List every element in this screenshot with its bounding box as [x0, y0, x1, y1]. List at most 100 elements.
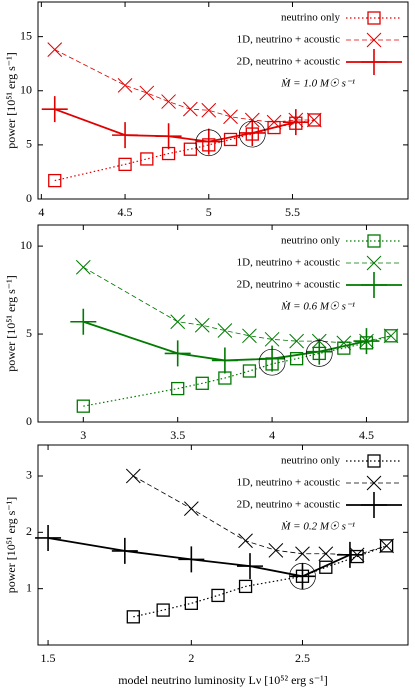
series-line	[54, 108, 297, 143]
highlight-circle	[195, 129, 223, 157]
square-marker	[379, 539, 394, 553]
y-tick-label: 3	[26, 468, 32, 482]
plus-marker	[35, 524, 62, 551]
square-marker	[384, 329, 398, 343]
annotation: Ṁ = 0.2 M☉ s⁻¹	[280, 521, 355, 533]
legend-marker	[361, 272, 387, 298]
series-line	[83, 320, 367, 362]
legend-marker	[366, 475, 382, 491]
legend-label: neutrino only	[281, 455, 340, 467]
x-axis-label: model neutrino luminosity Lν [10⁵² erg s…	[118, 673, 328, 687]
plus-marker	[239, 119, 266, 146]
cross-marker	[125, 468, 141, 484]
highlight-circle	[289, 562, 316, 590]
cross-marker	[242, 328, 257, 344]
y-tick-label: 5	[26, 326, 32, 340]
legend-label: 1D, neutrino + acoustic	[237, 477, 340, 489]
annotation: Ṁ = 1.0 M☉ s⁻¹	[280, 78, 355, 90]
square-marker	[171, 381, 185, 396]
plus-marker	[70, 308, 97, 335]
highlight-circle	[305, 340, 333, 367]
plus-marker	[155, 123, 182, 150]
legend-label: 2D, neutrino + acoustic	[237, 499, 340, 511]
y-axis-label: power [10⁵¹ erg s⁻¹]	[4, 52, 18, 148]
square-marker	[289, 352, 304, 366]
x-tick-label: 4.5	[118, 205, 133, 219]
square-marker	[183, 142, 198, 156]
y-tick-label: 1	[26, 580, 32, 594]
plot-frame	[37, 1, 409, 200]
legend-marker	[366, 255, 382, 271]
cross-marker	[306, 112, 322, 128]
plus-marker	[306, 338, 333, 365]
cross-marker	[117, 77, 133, 93]
square-marker	[211, 588, 225, 603]
plus-marker	[164, 340, 191, 367]
plus-marker	[211, 347, 238, 374]
cross-marker	[268, 542, 284, 558]
y-tick-label: 2	[26, 524, 32, 538]
plus-marker	[289, 563, 316, 590]
y-tick-label: 0	[26, 191, 32, 205]
square-marker	[156, 603, 170, 617]
legend-label: 1D, neutrino + acoustic	[237, 257, 340, 269]
plus-marker	[336, 541, 363, 568]
plus-marker	[41, 96, 68, 123]
series-line	[83, 266, 392, 344]
square-marker	[195, 376, 209, 390]
plus-marker	[178, 546, 205, 573]
square-marker	[126, 610, 140, 624]
plot-frame	[37, 224, 409, 423]
cross-marker	[295, 546, 310, 562]
x-tick-label: 2	[188, 651, 194, 665]
square-marker	[238, 579, 253, 594]
cross-marker	[264, 331, 280, 347]
legend-marker	[361, 492, 387, 518]
square-marker	[48, 173, 62, 188]
highlight-circle	[258, 348, 286, 376]
cross-marker	[75, 259, 91, 275]
plus-marker	[353, 328, 380, 355]
cross-marker	[139, 85, 155, 101]
cross-marker	[217, 323, 233, 338]
x-tick-label: 2.5	[295, 651, 310, 665]
x-tick-label: 4.5	[359, 428, 374, 442]
y-tick-label: 0	[26, 414, 32, 428]
square-marker	[118, 157, 132, 172]
series-line	[47, 537, 351, 578]
y-tick-label: 15	[20, 28, 32, 42]
legend-label: neutrino only	[281, 235, 340, 247]
cross-marker	[318, 546, 334, 562]
cross-marker	[383, 328, 399, 344]
plus-marker	[195, 128, 222, 155]
plus-marker	[282, 109, 309, 136]
square-marker	[242, 364, 257, 378]
cross-marker	[223, 109, 238, 125]
plot-frame	[37, 444, 409, 646]
cross-marker	[161, 94, 176, 109]
legend-label: 2D, neutrino + acoustic	[237, 56, 340, 68]
legend-marker	[366, 32, 382, 48]
square-marker	[337, 341, 351, 355]
plus-marker	[112, 122, 139, 149]
cross-marker	[183, 501, 199, 517]
x-tick-label: 3	[80, 428, 86, 442]
cross-marker	[170, 314, 186, 330]
square-marker	[319, 560, 333, 574]
cross-marker	[289, 333, 304, 349]
series-line	[54, 49, 315, 123]
y-axis-label: power [10⁵¹ erg s⁻¹]	[4, 275, 18, 371]
cross-marker	[379, 538, 394, 554]
legend-marker	[361, 49, 387, 75]
plus-marker	[237, 553, 264, 580]
y-tick-label: 10	[20, 83, 32, 97]
x-tick-label: 5.5	[285, 205, 300, 219]
y-tick-label: 10	[20, 238, 32, 252]
square-marker	[223, 132, 238, 147]
legend-label: 1D, neutrino + acoustic	[237, 34, 340, 46]
legend-marker	[367, 11, 381, 25]
legend-marker	[367, 454, 381, 468]
legend-label: neutrino only	[281, 12, 340, 24]
plus-marker	[111, 537, 138, 564]
